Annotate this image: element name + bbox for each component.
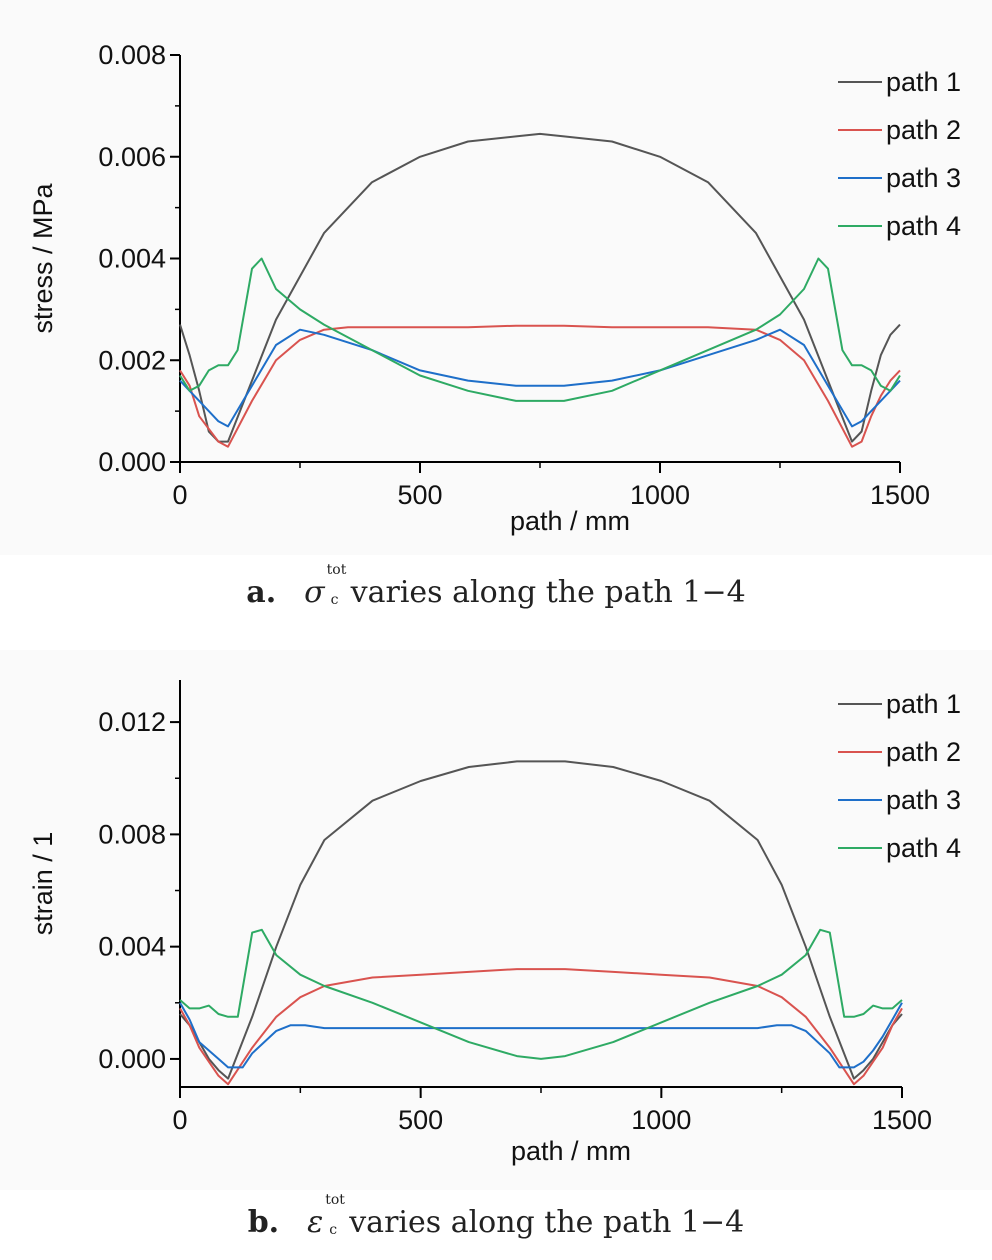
series-line-path-2 xyxy=(179,324,901,448)
caption-a: a. σ tot c varies along the path 1−4 xyxy=(0,562,992,610)
caption-b: b. ε tot c varies along the path 1−4 xyxy=(0,1192,992,1240)
x-tick-label: 1000 xyxy=(630,480,690,510)
y-tick-label: 0.008 xyxy=(98,40,166,70)
legend-label: path 2 xyxy=(886,115,961,145)
series-line-path-1 xyxy=(179,132,901,443)
y-tick-label: 0.000 xyxy=(98,1044,166,1074)
y-tick-label: 0.008 xyxy=(98,819,166,849)
series-line-path-4 xyxy=(179,257,901,402)
y-tick-label: 0.004 xyxy=(98,244,166,274)
caption-superscript: tot xyxy=(325,1192,345,1208)
caption-subscript: c xyxy=(329,1222,338,1238)
legend-label: path 4 xyxy=(886,833,961,863)
x-tick-label: 1500 xyxy=(872,1105,932,1135)
y-tick-label: 0.012 xyxy=(98,707,166,737)
series-line-path-2 xyxy=(179,968,903,1086)
caption-text: varies along the path 1−4 xyxy=(349,1205,745,1240)
y-tick-label: 0.006 xyxy=(98,142,166,172)
caption-label: a. xyxy=(246,575,277,610)
y-axis-label: strain / 1 xyxy=(28,832,58,936)
legend-label: path 3 xyxy=(886,163,961,193)
y-tick-label: 0.002 xyxy=(98,345,166,375)
x-tick-label: 500 xyxy=(397,480,442,510)
x-axis-label: path / mm xyxy=(510,506,630,536)
stress-chart: 0.000 0.002 0.004 0.006 0.008 0 500 1000 1500 pat… xyxy=(28,40,961,536)
x-tick-label: 0 xyxy=(172,1105,187,1135)
x-tick-label: 1000 xyxy=(631,1105,691,1135)
series-line-path-3 xyxy=(179,1002,903,1069)
legend-label: path 1 xyxy=(886,689,961,719)
series-line-path-4 xyxy=(179,928,903,1060)
x-tick-label: 500 xyxy=(398,1105,443,1135)
x-tick-label: 0 xyxy=(172,480,187,510)
legend-label: path 1 xyxy=(886,67,961,97)
x-tick-label: 1500 xyxy=(870,480,930,510)
series-line-path-1 xyxy=(179,760,903,1080)
caption-text: varies along the path 1−4 xyxy=(350,575,746,610)
strain-chart: 0.000 0.004 0.008 0.012 0 500 1000 1500 path / m… xyxy=(28,680,961,1166)
chart-panel-b: 0.000 0.004 0.008 0.012 0 500 1000 1500 path / m… xyxy=(0,650,992,1190)
caption-symbol: σ xyxy=(304,575,325,610)
legend-label: path 2 xyxy=(886,737,961,767)
x-axis-label: path / mm xyxy=(511,1136,631,1166)
y-tick-label: 0.004 xyxy=(98,932,166,962)
legend-label: path 3 xyxy=(886,785,961,815)
chart-panel-a: 0.000 0.002 0.004 0.006 0.008 0 500 1000 1500 pat… xyxy=(0,0,992,555)
caption-superscript: tot xyxy=(326,562,347,578)
caption-label: b. xyxy=(247,1205,280,1240)
caption-symbol: ε xyxy=(307,1205,324,1240)
y-tick-label: 0.000 xyxy=(98,447,166,477)
series-line-path-3 xyxy=(179,328,901,428)
caption-subscript: c xyxy=(330,592,339,608)
legend-label: path 4 xyxy=(886,211,961,241)
y-axis-label: stress / MPa xyxy=(28,183,58,334)
